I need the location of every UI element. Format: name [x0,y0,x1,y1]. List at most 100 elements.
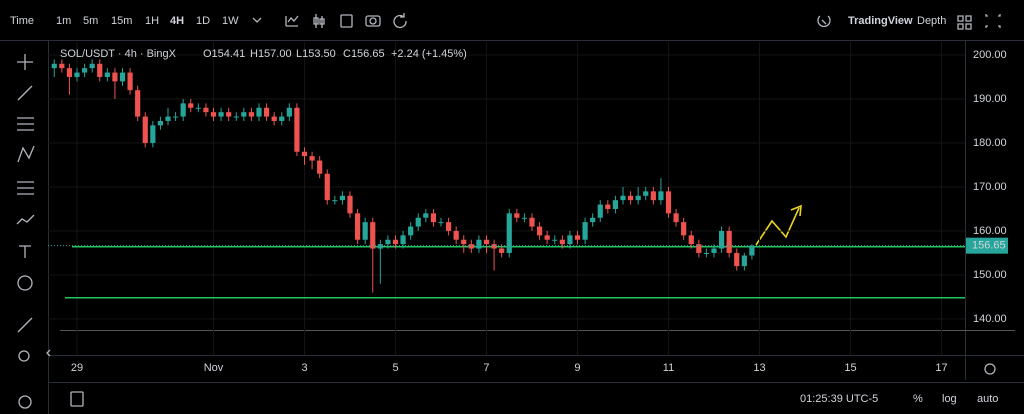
indicators-icon[interactable] [285,15,299,27]
candle-body [142,116,148,143]
pattern-tool[interactable] [17,145,35,163]
auto-toggle[interactable]: auto [977,393,998,405]
ohlc-label: O154.41 [203,48,245,60]
candle-body [590,217,596,223]
candle-body [150,125,156,143]
ohlc-label: C156.65 [343,48,385,60]
visibility-tool[interactable] [18,395,32,409]
candle-body [400,235,406,245]
candle-body [157,120,164,126]
interval-button[interactable]: Time [10,15,34,27]
last-price-label: 156.65 [972,240,1006,252]
candle-body [89,63,95,69]
candle-body [552,239,558,241]
candle-body [286,107,292,117]
candle-body [263,107,270,117]
interval-button[interactable]: 1D [196,15,210,27]
brand-name[interactable]: TradingView [848,15,913,27]
candle-body [612,200,619,209]
interval-button[interactable]: 5m [83,15,98,27]
candle-body [430,213,437,223]
x-tick-label: 17 [935,362,947,374]
candle-body [461,239,467,245]
layout-icon[interactable] [957,15,972,30]
emoji-tool[interactable] [17,275,33,291]
x-tick-label: 11 [663,362,674,374]
candle-body [521,217,528,219]
trendline-tool[interactable] [17,85,33,101]
drawing-toolbar[interactable] [16,54,996,409]
candle-body [218,112,224,117]
ruler-tool[interactable] [17,317,33,333]
projection-tool[interactable] [17,181,34,195]
candle-body [703,252,710,254]
x-tick-label: 5 [392,362,398,374]
candle-body [210,112,217,117]
candle-body [203,107,209,113]
templates-icon[interactable] [340,14,353,28]
candle-body [643,191,649,196]
interval-button[interactable]: 1H [145,15,159,27]
x-tick-label: 9 [574,362,580,374]
x-tick-label: 13 [753,362,765,374]
reload-icon[interactable] [393,13,407,29]
forecast-arrow [755,204,802,246]
candle-body [726,230,732,253]
candle-body [741,255,747,267]
candle-body [294,107,300,152]
candle-body [347,195,353,214]
interval-button[interactable]: 1m [56,15,71,27]
candle-body [51,63,57,69]
candle-body [491,244,497,249]
candle-body [468,244,474,249]
candle-body [66,68,73,77]
candle-body [673,213,679,223]
fib-tool[interactable] [17,117,34,131]
interval-button[interactable]: 1W [222,15,239,27]
collapse-toggle[interactable] [46,349,51,357]
candle-body [605,204,611,209]
interval-dropdown[interactable] [252,17,262,23]
candle-body [233,116,239,118]
candle-body [112,72,118,82]
candle-body [483,239,490,245]
interval-button[interactable]: 15m [111,15,132,27]
candle-body [567,235,573,245]
toolbar-icons[interactable] [252,13,1001,30]
text-tool[interactable] [19,245,31,258]
candle-body [332,200,338,202]
candle-body [453,230,459,240]
candle-body [734,252,740,267]
candle-body [711,248,717,253]
candle-body [59,63,65,69]
log-toggle[interactable]: log [942,393,957,405]
candle-body [445,222,452,231]
candle-body [665,191,672,214]
goto-date[interactable] [70,391,84,407]
candle-body [317,160,323,174]
depth-button[interactable]: Depth [917,15,946,27]
chart-type-icon[interactable] [313,14,325,28]
forecast-tool[interactable] [16,214,35,225]
y-tick-label: 200.00 [973,49,1007,61]
snapshot-lens [369,17,377,25]
settings-icon[interactable] [984,363,996,375]
candle-body [635,195,641,201]
percent-toggle[interactable]: % [913,393,923,405]
interval-button[interactable]: 4H [170,15,184,27]
x-tick-label: Nov [204,362,224,374]
candle-body [172,116,179,118]
fullscreen-icon[interactable] [985,14,1001,28]
ohlc-label: H157.00 [250,48,292,60]
x-tick-label: 15 [844,362,856,374]
snapshot-icon[interactable] [365,15,381,27]
candle-body [415,217,421,227]
candle-body [271,116,277,121]
candle-body [423,213,429,218]
crosshair-tool[interactable] [17,54,33,70]
candle-body [688,235,694,245]
y-tick-label: 140.00 [973,313,1007,325]
zoom-tool[interactable] [18,350,30,362]
